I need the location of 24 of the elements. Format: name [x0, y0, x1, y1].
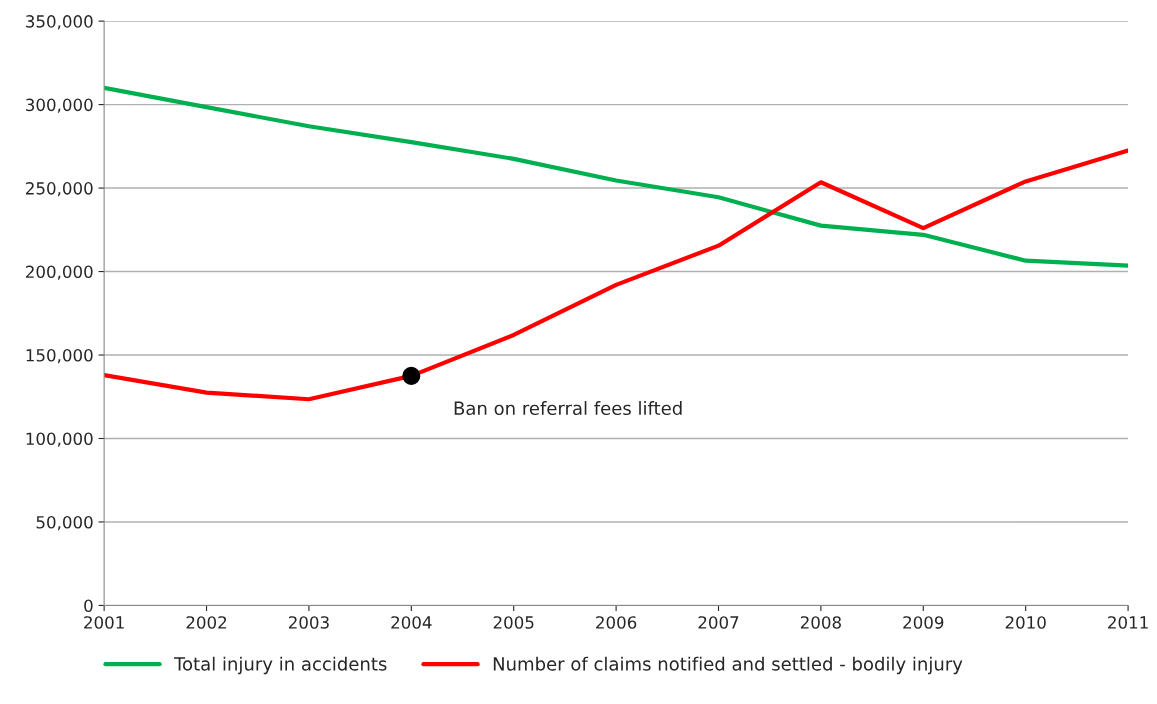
legend-label: Total injury in accidents [174, 656, 387, 675]
x-tick-label: 2009 [903, 616, 944, 629]
x-tick-label: 2003 [288, 616, 329, 629]
y-tick-label: 100,000 [26, 432, 93, 447]
y-tick-label: 0 [84, 599, 93, 613]
x-tick-label: 2005 [493, 616, 534, 629]
y-tick-label: 300,000 [26, 98, 93, 113]
x-tick-label: 2011 [1108, 616, 1148, 629]
x-tick-label: 2004 [391, 616, 432, 629]
legend-label: Number of claims notified and settled - bodily injury [493, 656, 963, 675]
line-series [104, 148, 1129, 402]
y-tick-label: 50,000 [36, 515, 93, 531]
x-tick-label: 2006 [596, 616, 637, 629]
x-tick-label: 2008 [800, 616, 841, 629]
y-tick-label: 250,000 [26, 182, 93, 197]
x-tick-label: 2010 [1005, 616, 1046, 629]
y-tick-label: 350,000 [26, 15, 93, 30]
line-series [104, 85, 1129, 268]
annotation: Ban on referral fees lifted [454, 401, 682, 416]
x-tick-label: 2002 [186, 616, 227, 629]
y-tick-label: 150,000 [26, 348, 93, 364]
x-tick-label: 2001 [84, 616, 124, 629]
y-tick-label: 200,000 [26, 265, 93, 280]
x-tick-label: 2007 [698, 616, 739, 629]
